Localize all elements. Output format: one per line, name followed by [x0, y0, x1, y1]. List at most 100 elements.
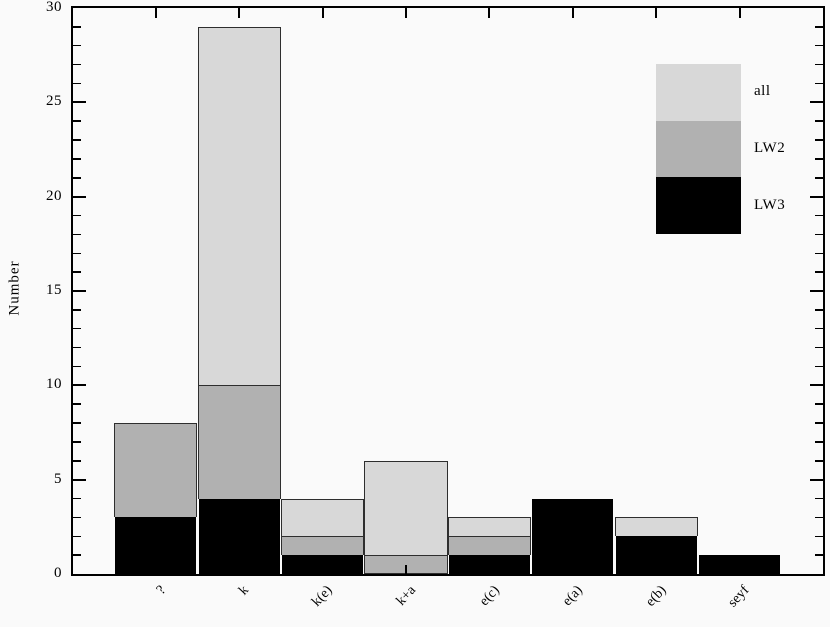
- y-minor-tick: [815, 365, 823, 368]
- bar-k(e)-LW3: [280, 555, 365, 574]
- y-minor-tick: [815, 271, 823, 273]
- y-minor-tick: [73, 26, 81, 28]
- bars-layer: [73, 8, 823, 574]
- y-minor-tick: [815, 233, 823, 236]
- y-minor-tick: [815, 516, 823, 519]
- x-tick-bottom: [321, 565, 324, 574]
- x-category-label: e(c): [476, 583, 503, 610]
- y-minor-tick: [815, 158, 823, 160]
- y-minor-tick: [815, 535, 823, 538]
- y-minor-tick: [73, 516, 81, 519]
- x-category-label: k: [236, 583, 253, 599]
- y-major-tick: [810, 195, 823, 198]
- y-minor-tick: [73, 309, 81, 311]
- y-minor-tick: [73, 82, 81, 85]
- y-minor-tick: [73, 233, 81, 236]
- y-minor-tick: [73, 139, 81, 141]
- legend: all LW2 LW3: [73, 8, 823, 574]
- y-minor-tick: [73, 365, 81, 368]
- bar-e(c)-LW3: [447, 555, 532, 574]
- x-tick-top: [655, 8, 658, 18]
- y-tick-label: 25: [46, 93, 62, 110]
- y-major-tick: [810, 384, 823, 387]
- x-tick-bottom: [238, 565, 241, 574]
- y-major-tick: [73, 195, 86, 198]
- bar-k-LW3: [197, 498, 281, 574]
- y-minor-tick: [73, 158, 81, 160]
- y-minor-tick: [815, 177, 823, 179]
- y-minor-tick: [73, 252, 81, 255]
- x-tick-top: [488, 8, 491, 18]
- y-minor-tick: [815, 460, 823, 462]
- y-minor-tick: [815, 403, 823, 405]
- legend-swatch-LW3: [656, 177, 741, 235]
- bar-?-LW3: [114, 517, 198, 574]
- x-tick-top: [154, 8, 157, 18]
- y-minor-tick: [815, 44, 823, 47]
- y-major-tick: [73, 101, 86, 104]
- y-major-tick: [810, 478, 823, 481]
- y-minor-tick: [815, 309, 823, 311]
- y-minor-tick: [815, 346, 823, 349]
- y-minor-tick: [815, 497, 823, 500]
- y-tick-label: 20: [46, 187, 62, 204]
- x-tick-bottom: [154, 565, 157, 574]
- y-minor-tick: [815, 327, 823, 330]
- x-tick-bottom: [655, 565, 658, 574]
- y-minor-tick: [73, 403, 81, 405]
- ticks-layer: [73, 8, 823, 574]
- y-minor-tick: [73, 554, 81, 556]
- x-tick-bottom: [488, 565, 491, 574]
- x-category-label: e(b): [642, 583, 670, 610]
- x-category-label: ?: [153, 583, 169, 598]
- x-tick-top: [238, 8, 241, 18]
- y-minor-tick: [73, 441, 81, 443]
- x-tick-top: [571, 8, 574, 18]
- x-tick-bottom: [738, 565, 741, 574]
- bar-k+a-all: [364, 460, 448, 574]
- y-tick-label: 5: [54, 470, 62, 487]
- legend-label-all: all: [754, 83, 771, 100]
- y-minor-tick: [815, 26, 823, 28]
- y-minor-tick: [815, 82, 823, 85]
- x-tick-top: [321, 8, 324, 18]
- x-tick-top: [738, 8, 741, 18]
- bar-e(a)-LW3: [531, 498, 615, 574]
- y-tick-label: 10: [46, 376, 62, 393]
- y-minor-tick: [815, 554, 823, 556]
- legend-swatch-all: [656, 64, 741, 121]
- y-minor-tick: [73, 535, 81, 538]
- y-minor-tick: [73, 120, 81, 122]
- y-minor-tick: [815, 120, 823, 122]
- plot-area: all LW2 LW3: [71, 6, 825, 576]
- legend-swatch-LW2: [656, 120, 741, 178]
- y-minor-tick: [73, 44, 81, 47]
- y-minor-tick: [73, 271, 81, 273]
- y-tick-label: 30: [46, 0, 62, 15]
- y-tick-label: 15: [46, 282, 62, 298]
- y-minor-tick: [73, 346, 81, 349]
- y-minor-tick: [73, 327, 81, 330]
- y-minor-tick: [815, 422, 823, 424]
- legend-label-LW3: LW3: [754, 196, 786, 213]
- x-tick-top: [405, 8, 407, 18]
- y-minor-tick: [815, 139, 823, 141]
- x-category-label: k(e): [309, 583, 336, 610]
- y-major-tick: [73, 290, 86, 292]
- x-category-label: k+a: [393, 583, 419, 609]
- y-minor-tick: [73, 422, 81, 424]
- y-minor-tick: [73, 177, 81, 179]
- y-major-tick: [810, 101, 823, 104]
- y-minor-tick: [815, 252, 823, 255]
- y-minor-tick: [815, 441, 823, 443]
- y-minor-tick: [73, 63, 81, 66]
- y-minor-tick: [73, 214, 81, 217]
- legend-label-LW2: LW2: [754, 140, 786, 157]
- y-major-tick: [73, 478, 86, 481]
- x-category-label: seyf: [725, 583, 753, 611]
- x-tick-bottom: [405, 565, 407, 574]
- x-tick-bottom: [571, 565, 574, 574]
- y-major-tick: [73, 384, 86, 387]
- y-major-tick: [810, 290, 823, 292]
